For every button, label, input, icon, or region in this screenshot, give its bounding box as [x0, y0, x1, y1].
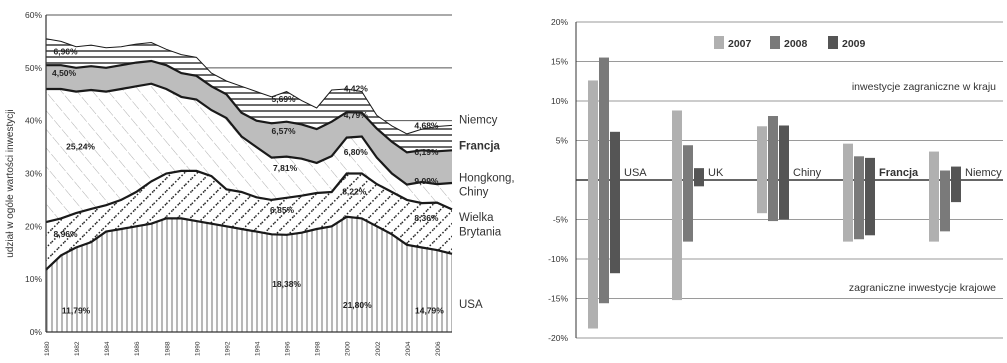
y-tick-label: 15%: [551, 57, 568, 67]
y-tick-label: 30%: [25, 169, 42, 179]
x-tick-label: 1986: [134, 341, 141, 356]
data-label: 4,68%: [414, 121, 439, 131]
x-tick-label: 1998: [315, 341, 322, 356]
legend-swatch: [714, 36, 724, 49]
category-label: Chiny: [793, 167, 822, 179]
x-tick-label: 1996: [285, 341, 292, 356]
data-label: 14,79%: [415, 306, 444, 316]
legend-label: Brytania: [459, 226, 502, 238]
bar-chiny-2008: [768, 116, 778, 222]
x-tick-label: 2004: [405, 341, 412, 356]
y-tick-label: -20%: [548, 333, 568, 343]
y-tick-label: -10%: [548, 254, 568, 264]
x-tick-label: 1992: [224, 341, 231, 356]
annotation-bottom: zagraniczne inwestycje krajowe: [849, 282, 996, 294]
legend-label: USA: [459, 299, 483, 311]
data-label: 4,42%: [344, 84, 369, 94]
x-tick-label: 1994: [255, 341, 262, 356]
y-axis-title: udział w ogóle wartości inwestycji: [5, 109, 16, 257]
x-tick-label: 1982: [74, 341, 81, 356]
y-tick-label: -15%: [548, 294, 568, 304]
area-hongkong-chiny: [46, 83, 452, 223]
bar-niemcy-2009: [951, 166, 961, 203]
series-boundary-line: [46, 59, 453, 154]
y-tick-label: 20%: [25, 221, 42, 231]
category-label: USA: [624, 167, 647, 179]
category-label: UK: [708, 167, 724, 179]
legend-label: Francja: [459, 141, 501, 153]
legend-swatch: [770, 36, 780, 49]
bar-francja-2007: [843, 143, 853, 242]
legend-swatch: [828, 36, 838, 49]
x-tick-label: 2006: [435, 341, 442, 356]
y-tick-label: 50%: [25, 63, 42, 73]
area-francja: [46, 61, 452, 185]
data-label: 8,36%: [414, 213, 439, 223]
data-label: 6,80%: [344, 147, 369, 157]
bar-uk-2008: [683, 145, 693, 242]
data-label: 21,80%: [343, 300, 372, 310]
x-tick-label: 1984: [104, 341, 111, 356]
legend-label: 2007: [728, 38, 752, 50]
data-label: 4,50%: [52, 68, 77, 78]
x-tick-label: 1990: [194, 341, 201, 356]
bar-chiny-2007: [757, 126, 767, 214]
x-tick-label: 1980: [44, 341, 51, 356]
y-tick-label: 5%: [556, 136, 569, 146]
legend-label: 2009: [842, 38, 866, 50]
data-label: 9,09%: [414, 176, 439, 186]
bar-chart: -20% -15% -10% -5% 5% 10% 15% 20% USA UK Chiny Fran…: [548, 17, 1003, 343]
stacked-area-chart: 0% 10% 20% 30% 40% 50% 60% 1980 1982 1984 1986 1988…: [5, 10, 515, 356]
area-wielka-brytania: [46, 170, 452, 270]
bar-uk-2007: [672, 110, 682, 301]
legend-label: Niemcy: [459, 114, 498, 126]
series-boundary-line: [45, 38, 453, 135]
bar-usa-2008: [599, 57, 609, 304]
series-boundary-line: [46, 82, 453, 186]
data-label: 8,96%: [53, 229, 78, 239]
area-niemcy: [46, 38, 452, 153]
y-tick-label: 40%: [25, 116, 42, 126]
area-usa: [46, 216, 452, 332]
data-label: 18,38%: [272, 279, 301, 289]
y-tick-label: 60%: [25, 10, 42, 20]
data-label: 4,79%: [344, 110, 369, 120]
category-label: Niemcy: [965, 167, 1002, 179]
legend-label: 2008: [784, 38, 808, 50]
legend-label: Chiny: [459, 187, 489, 199]
bar-francja-2009: [865, 157, 875, 236]
y-tick-label: 10%: [551, 96, 568, 106]
data-label: 11,79%: [62, 306, 91, 316]
series-boundary-line: [45, 215, 453, 271]
bar-uk-2009: [694, 168, 704, 187]
x-tick-label: 2000: [345, 341, 352, 356]
data-label: 6,96%: [53, 47, 78, 57]
bar-niemcy-2008: [940, 170, 950, 232]
legend-label: Hongkong,: [459, 172, 515, 184]
y-tick-label: 0%: [30, 327, 43, 337]
data-label: 6,19%: [414, 147, 439, 157]
legend-label: Wielka: [459, 212, 494, 224]
bar-francja-2008: [854, 156, 864, 240]
series-boundary-line: [45, 169, 453, 224]
bar-usa-2009: [610, 131, 620, 274]
bar-usa-2007: [588, 80, 598, 329]
data-label: 6,57%: [272, 126, 297, 136]
y-tick-label: 20%: [551, 17, 568, 27]
annotation-top: inwestycje zagraniczne w kraju: [852, 81, 996, 93]
data-label: 25,24%: [66, 142, 95, 152]
category-label: Francja: [879, 167, 919, 179]
y-tick-label: 10%: [25, 274, 42, 284]
x-tick-label: 2002: [375, 341, 382, 356]
data-label: 8,22%: [342, 187, 367, 197]
data-label: 6,85%: [270, 205, 295, 215]
x-tick-label: 1988: [164, 341, 171, 356]
bar-niemcy-2007: [929, 151, 939, 242]
data-label: 7,81%: [273, 163, 298, 173]
bar-chiny-2009: [779, 125, 789, 220]
data-label: 5,69%: [272, 94, 297, 104]
y-tick-label: -5%: [553, 215, 569, 225]
